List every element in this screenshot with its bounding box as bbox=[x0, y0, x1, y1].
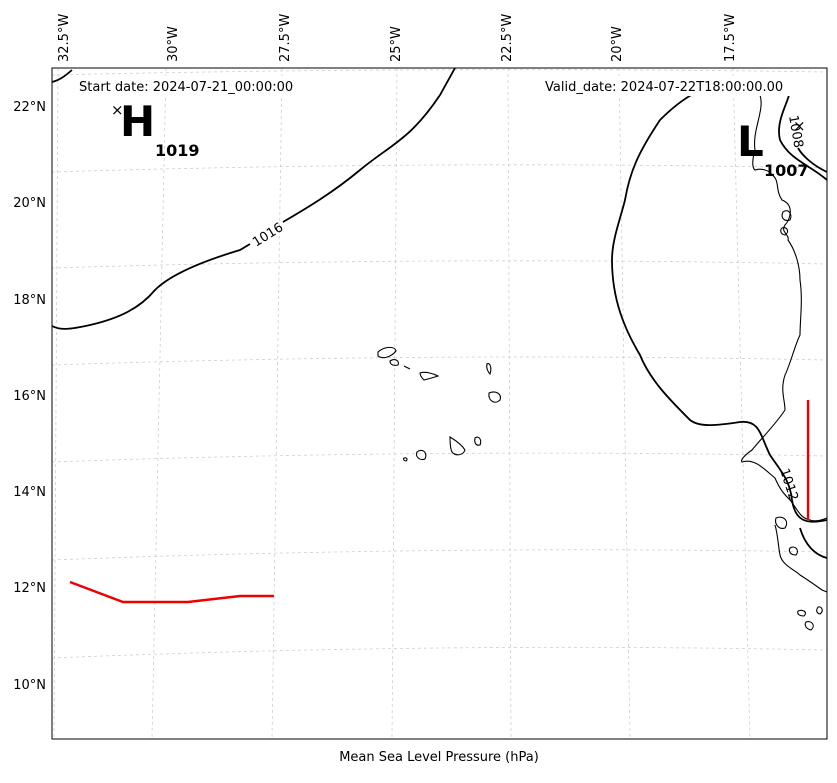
isobar-1008-line bbox=[797, 147, 827, 173]
red-tracks bbox=[69, 400, 810, 604]
africa-coastline bbox=[741, 94, 827, 593]
lat-tick-16n: 16°N bbox=[13, 389, 46, 404]
lon-tick-32-5w: 32.5°W bbox=[57, 14, 72, 62]
valid-date-bg bbox=[542, 76, 804, 96]
map-frame bbox=[51, 67, 828, 740]
lon-tick-labels: 32.5°W 30°W 27.5°W 25°W 22.5°W 20°W 17.5… bbox=[57, 14, 738, 62]
isobar-52-top bbox=[52, 69, 73, 83]
isobar-label-1008: 1008 bbox=[785, 114, 806, 149]
lat-tick-18n: 18°N bbox=[13, 293, 46, 308]
lon-tick-22-5w: 22.5°W bbox=[500, 14, 515, 62]
lat-tick-20n: 20°N bbox=[13, 196, 46, 211]
lat-tick-labels: 22°N 20°N 18°N 16°N 14°N 12°N 10°N bbox=[13, 100, 46, 693]
low-center-marker: × bbox=[793, 117, 806, 135]
start-date-bg bbox=[76, 76, 314, 96]
lat-tick-10n: 10°N bbox=[13, 678, 46, 693]
lon-tick-17-5w: 17.5°W bbox=[723, 14, 738, 62]
red-track-west bbox=[69, 580, 274, 604]
low-pressure-value: 1007 bbox=[764, 161, 809, 180]
lon-tick-20w: 20°W bbox=[610, 26, 625, 62]
low-pressure-symbol: L bbox=[737, 117, 764, 166]
lon-tick-30w: 30°W bbox=[166, 26, 181, 62]
x-axis-label: Mean Sea Level Pressure (hPa) bbox=[339, 750, 539, 765]
isobar-1016-line bbox=[52, 68, 456, 330]
graticule bbox=[52, 68, 827, 739]
start-date-label: Start date: 2024-07-21_00:00:00 bbox=[79, 80, 293, 95]
high-pressure-symbol: H bbox=[120, 97, 155, 146]
lon-tick-27-5w: 27.5°W bbox=[278, 14, 293, 62]
island-santo-antao bbox=[377, 346, 397, 359]
lat-tick-14n: 14°N bbox=[13, 485, 46, 500]
valid-date-label: Valid_date: 2024-07-22T18:00:00.00 bbox=[545, 80, 783, 95]
isobar-label-1016: 1016 bbox=[250, 220, 286, 250]
high-pressure-value: 1019 bbox=[155, 141, 200, 160]
lon-tick-25w: 25°W bbox=[389, 26, 404, 62]
lat-tick-22n: 22°N bbox=[13, 100, 46, 115]
coastlines bbox=[377, 94, 827, 631]
isobar-label-1012: 1012 bbox=[776, 467, 800, 503]
isobar-1012-south bbox=[799, 527, 827, 559]
high-center-marker: × bbox=[111, 101, 124, 119]
lat-tick-12n: 12°N bbox=[13, 581, 46, 596]
